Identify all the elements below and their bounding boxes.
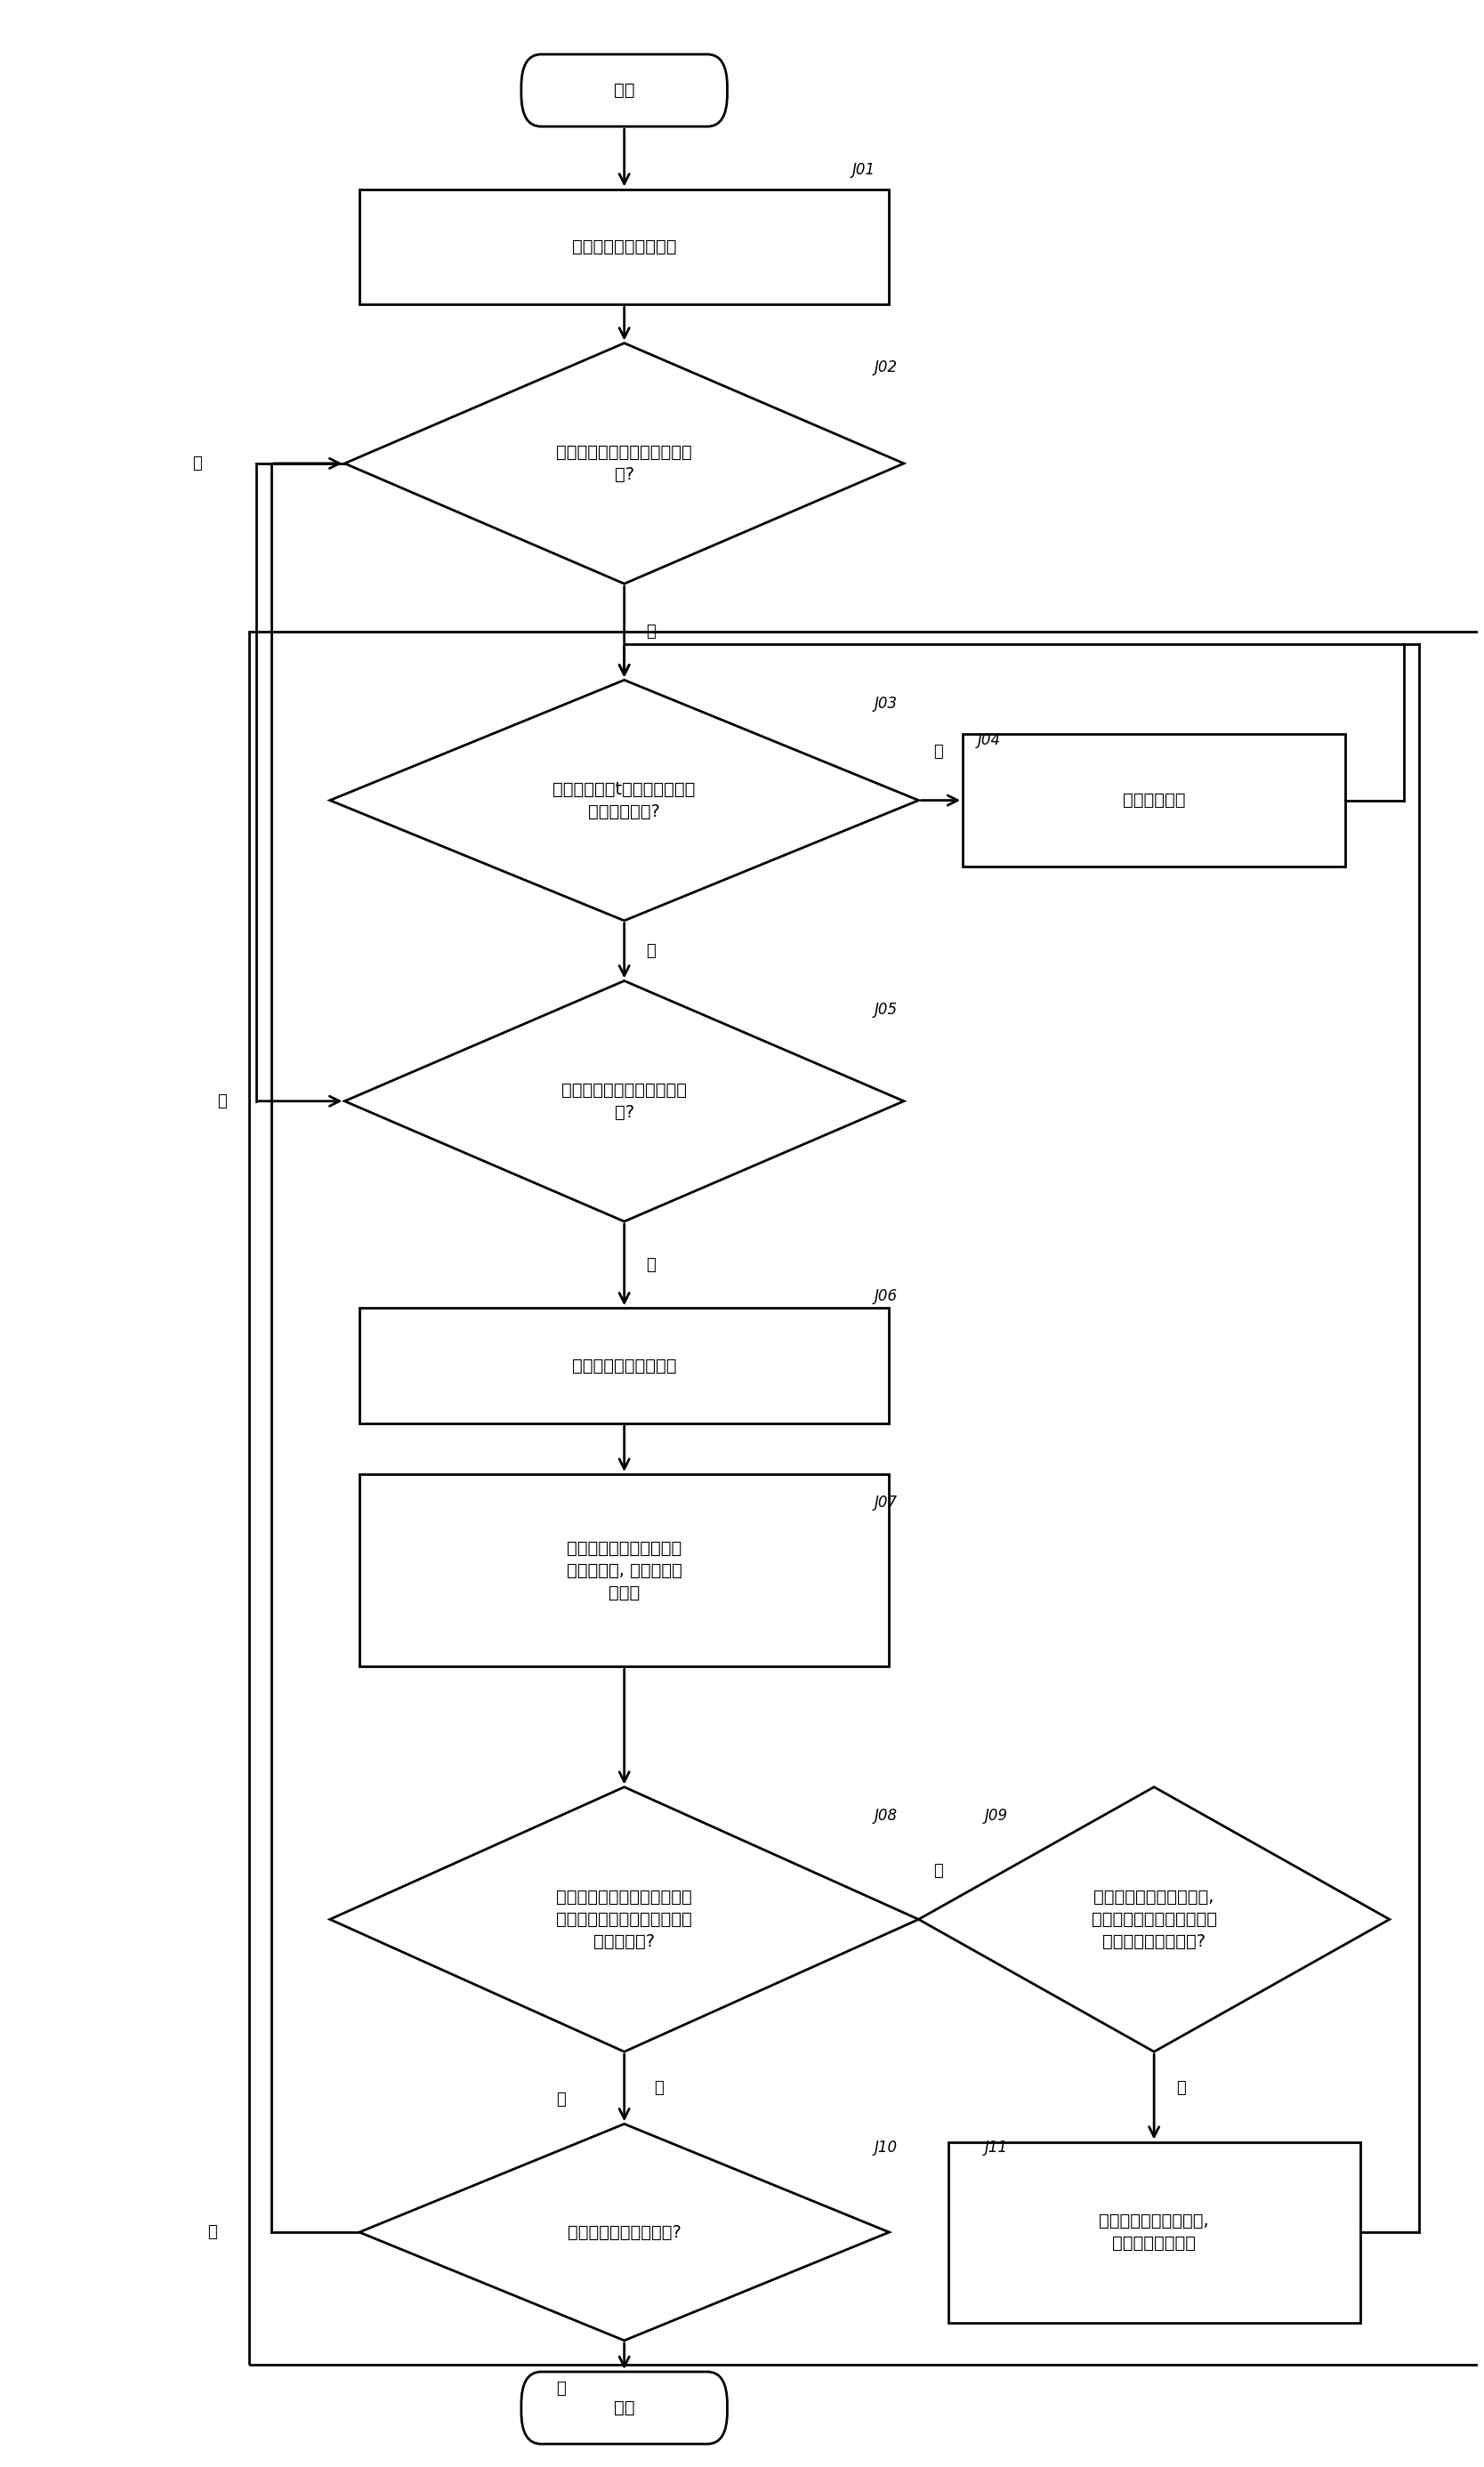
Polygon shape (919, 1786, 1389, 2053)
Text: J04: J04 (978, 733, 1000, 748)
Text: 是: 是 (647, 1256, 656, 1273)
Text: 等待预定时间t后判断数据业务
是否已经结束?: 等待预定时间t后判断数据业务 是否已经结束? (554, 780, 696, 819)
Text: 否: 否 (208, 2225, 217, 2240)
Text: 向网络侧上报测量报告,
触发系统间的切换: 向网络侧上报测量报告, 触发系统间的切换 (1100, 2213, 1209, 2252)
Text: 否: 否 (193, 456, 202, 471)
Text: 否: 否 (217, 1093, 227, 1110)
Text: J05: J05 (874, 1002, 898, 1019)
Text: 结束: 结束 (614, 2400, 635, 2415)
Text: J02: J02 (874, 360, 898, 375)
Text: J01: J01 (852, 163, 876, 178)
FancyBboxPatch shape (521, 54, 727, 126)
Text: J06: J06 (874, 1288, 898, 1305)
Text: 双模终端建立数据业务: 双模终端建立数据业务 (571, 239, 677, 254)
Polygon shape (344, 343, 904, 585)
Text: 否: 否 (653, 2080, 663, 2097)
Bar (249, 632, 1484, 2363)
Text: 当前是否驻留在第二网络系统
中?: 当前是否驻留在第二网络系统 中? (556, 444, 692, 484)
Text: J11: J11 (985, 2139, 1008, 2156)
Text: 是否存在可用的第一网络系
统?: 是否存在可用的第一网络系 统? (561, 1081, 687, 1120)
Text: J03: J03 (874, 696, 898, 713)
Text: J07: J07 (874, 1495, 898, 1510)
Bar (948, 2141, 1361, 2321)
Polygon shape (329, 681, 919, 920)
Text: 是: 是 (647, 624, 656, 639)
Text: 按照现有标准规定的流程,
根据信号强度判断是否需要
切换到第二网络系统?: 按照现有标准规定的流程, 根据信号强度判断是否需要 切换到第二网络系统? (1091, 1890, 1217, 1949)
Text: 开始: 开始 (614, 81, 635, 99)
Polygon shape (329, 1786, 919, 2053)
Text: 否: 否 (647, 942, 656, 960)
Text: 检测第一网络系统中的传
输信道质量, 计算实际传
输速率: 检测第一网络系统中的传 输信道质量, 计算实际传 输速率 (567, 1539, 683, 1601)
Text: 是: 是 (1177, 2080, 1186, 2097)
Text: 是: 是 (556, 2381, 565, 2395)
Text: 是: 是 (933, 745, 942, 760)
Polygon shape (359, 2124, 889, 2341)
Text: 切换到第一网络系统中: 切换到第一网络系统中 (571, 1357, 677, 1374)
Bar (359, 1308, 889, 1423)
Text: 判断实际传输速率是否大于或
等于第二网络系统下的最大理
论传输速率?: 判断实际传输速率是否大于或 等于第二网络系统下的最大理 论传输速率? (556, 1890, 692, 1949)
Text: 是: 是 (556, 2092, 565, 2107)
Bar (359, 1475, 889, 1668)
Text: J10: J10 (874, 2139, 898, 2156)
Text: 否: 否 (933, 1863, 942, 1880)
Bar (359, 190, 889, 303)
Text: 返回待机状态: 返回待机状态 (1123, 792, 1186, 809)
FancyBboxPatch shape (521, 2371, 727, 2445)
Bar (963, 735, 1346, 866)
Text: 数据业务是否已经结束?: 数据业务是否已经结束? (567, 2223, 681, 2240)
Text: J08: J08 (874, 1808, 898, 1823)
Polygon shape (344, 982, 904, 1221)
Text: J09: J09 (985, 1808, 1008, 1823)
